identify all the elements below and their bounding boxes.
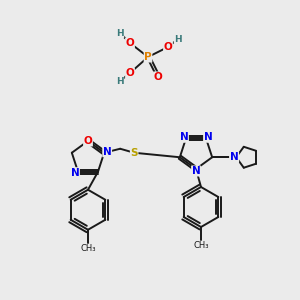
Text: O: O	[126, 38, 134, 48]
Text: H: H	[174, 34, 182, 43]
Text: N: N	[204, 132, 212, 142]
Text: H: H	[116, 28, 124, 38]
Text: N: N	[180, 132, 188, 142]
Text: CH₃: CH₃	[193, 242, 209, 250]
Text: N: N	[103, 147, 112, 157]
Text: N: N	[230, 152, 239, 162]
Text: O: O	[84, 136, 92, 146]
Text: H: H	[116, 76, 124, 85]
Text: CH₃: CH₃	[80, 244, 96, 253]
Text: S: S	[130, 148, 138, 158]
Text: O: O	[126, 68, 134, 78]
Text: O: O	[164, 42, 172, 52]
Text: O: O	[154, 72, 162, 82]
Text: N: N	[230, 152, 239, 162]
Text: N: N	[70, 168, 80, 178]
Text: P: P	[144, 52, 152, 62]
Text: N: N	[192, 166, 200, 176]
